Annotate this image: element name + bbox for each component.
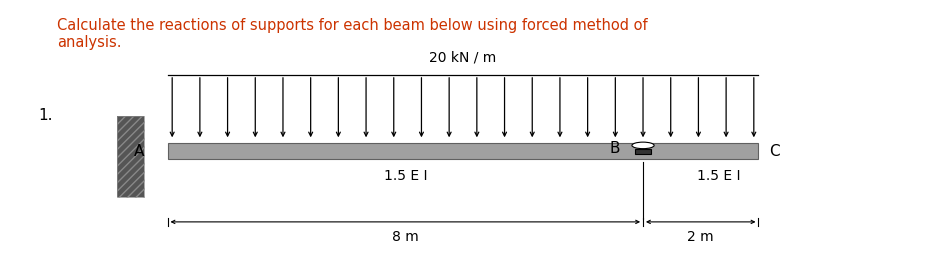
Bar [168,143,758,159]
Text: Calculate the reactions of supports for each beam below using forced method of
a: Calculate the reactions of supports for … [56,18,647,50]
Text: 1.5 E I: 1.5 E I [697,169,741,183]
Text: 8 m: 8 m [392,230,419,244]
Bar [117,116,144,197]
Text: C: C [770,144,780,159]
Text: B: B [609,141,619,156]
Circle shape [632,142,654,149]
Bar [634,149,651,153]
Text: 1.: 1. [38,108,53,123]
Text: A: A [134,144,144,159]
Text: 1.5 E I: 1.5 E I [383,169,427,183]
Bar [117,116,144,197]
Text: 20 kN / m: 20 kN / m [430,50,496,64]
Text: 2 m: 2 m [687,230,714,244]
